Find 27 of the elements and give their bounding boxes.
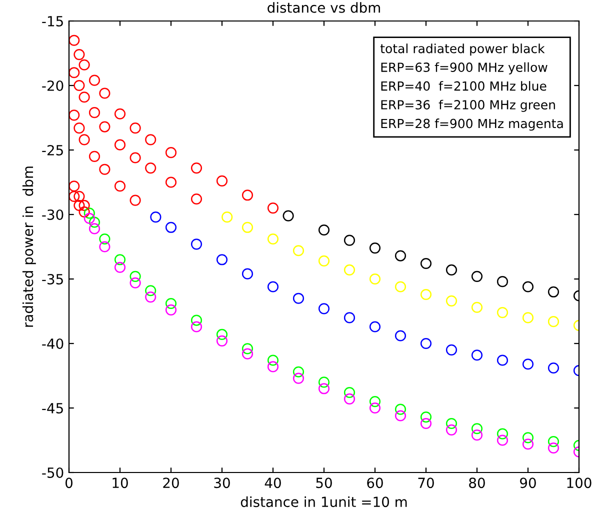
y-tick-label: -25	[42, 144, 63, 156]
x-tick-label: 20	[163, 478, 179, 488]
y-tick-label: -35	[42, 274, 63, 284]
annotation: ERP=36 f=2100 MHz green	[381, 100, 555, 112]
y-tick-label: -50	[42, 467, 64, 478]
y-tick-label: -20	[42, 80, 64, 91]
y-tick-label: -45	[42, 403, 63, 414]
annotation: total radiated power black	[380, 44, 545, 56]
annotation: ERP=28 f=900 MHz magenta	[381, 118, 563, 131]
x-axis-title: distance in 1unit =10 m	[240, 496, 407, 508]
x-tick-label: 60	[367, 478, 383, 488]
y-axis-title: radiated power in dbm	[22, 166, 36, 327]
y-tick-label: -40	[42, 338, 64, 349]
annotation: ERP=40 f=2100 MHz blue	[381, 81, 546, 91]
x-tick-label: 40	[264, 478, 281, 488]
x-tick-label: 30	[214, 478, 230, 488]
annotation: ERP=63 f=900 MHz yellow	[381, 62, 548, 74]
x-tick-label: 90	[520, 478, 536, 488]
x-tick-label: 70	[418, 478, 434, 488]
x-tick-label: 50	[316, 478, 332, 488]
x-tick-label: 100	[567, 478, 592, 488]
x-tick-label: 80	[469, 478, 485, 488]
y-tick-label: -30	[42, 209, 64, 220]
chart-title: distance vs dbm	[268, 2, 380, 13]
y-tick-label: -15	[42, 16, 63, 26]
x-tick-label: 10	[112, 478, 128, 488]
x-tick-label: 0	[65, 478, 72, 488]
